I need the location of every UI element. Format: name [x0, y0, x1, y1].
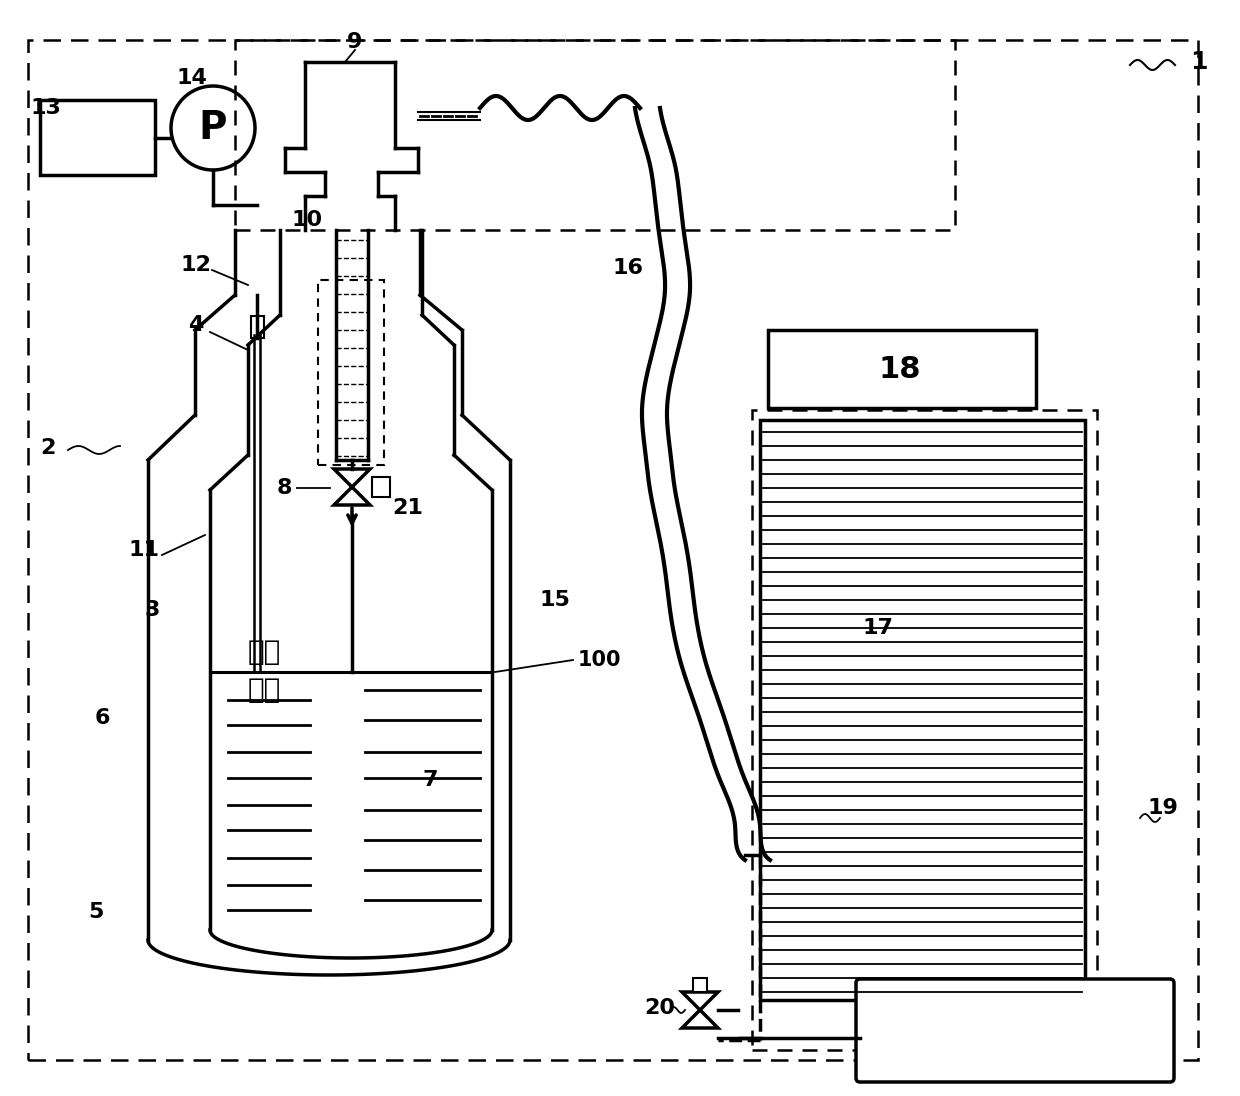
Text: 4: 4	[188, 315, 203, 335]
Text: 11: 11	[129, 540, 160, 560]
Text: 19: 19	[1148, 798, 1179, 818]
Text: 17: 17	[863, 618, 894, 638]
Text: 1: 1	[1190, 50, 1208, 75]
Text: 100: 100	[578, 650, 621, 670]
Text: 7: 7	[423, 770, 438, 790]
Bar	[250, 316, 264, 338]
Text: 蒸气: 蒸气	[248, 638, 281, 666]
Text: 12: 12	[181, 255, 212, 275]
Text: 14: 14	[176, 68, 207, 88]
Text: 21: 21	[392, 498, 423, 518]
Text: 10: 10	[291, 210, 322, 230]
Text: 18: 18	[879, 355, 921, 385]
Text: 20: 20	[645, 998, 676, 1018]
Bar	[760, 420, 1085, 1000]
Text: 5: 5	[88, 902, 104, 922]
Bar	[693, 978, 707, 992]
Text: 8: 8	[277, 478, 291, 498]
Text: 2: 2	[41, 438, 56, 458]
Text: 6: 6	[94, 708, 110, 728]
Bar	[236, 39, 955, 230]
Bar	[317, 279, 384, 465]
Bar	[40, 100, 155, 175]
Bar	[751, 410, 1097, 1050]
Text: 9: 9	[347, 32, 362, 52]
FancyBboxPatch shape	[856, 979, 1174, 1082]
Text: 16: 16	[613, 258, 644, 278]
Bar	[372, 477, 391, 496]
Text: 13: 13	[31, 98, 62, 118]
Bar	[768, 330, 1035, 408]
Text: 液体: 液体	[248, 676, 281, 704]
Text: 3: 3	[144, 600, 160, 620]
Text: P: P	[198, 109, 227, 147]
Text: 15: 15	[539, 590, 570, 610]
